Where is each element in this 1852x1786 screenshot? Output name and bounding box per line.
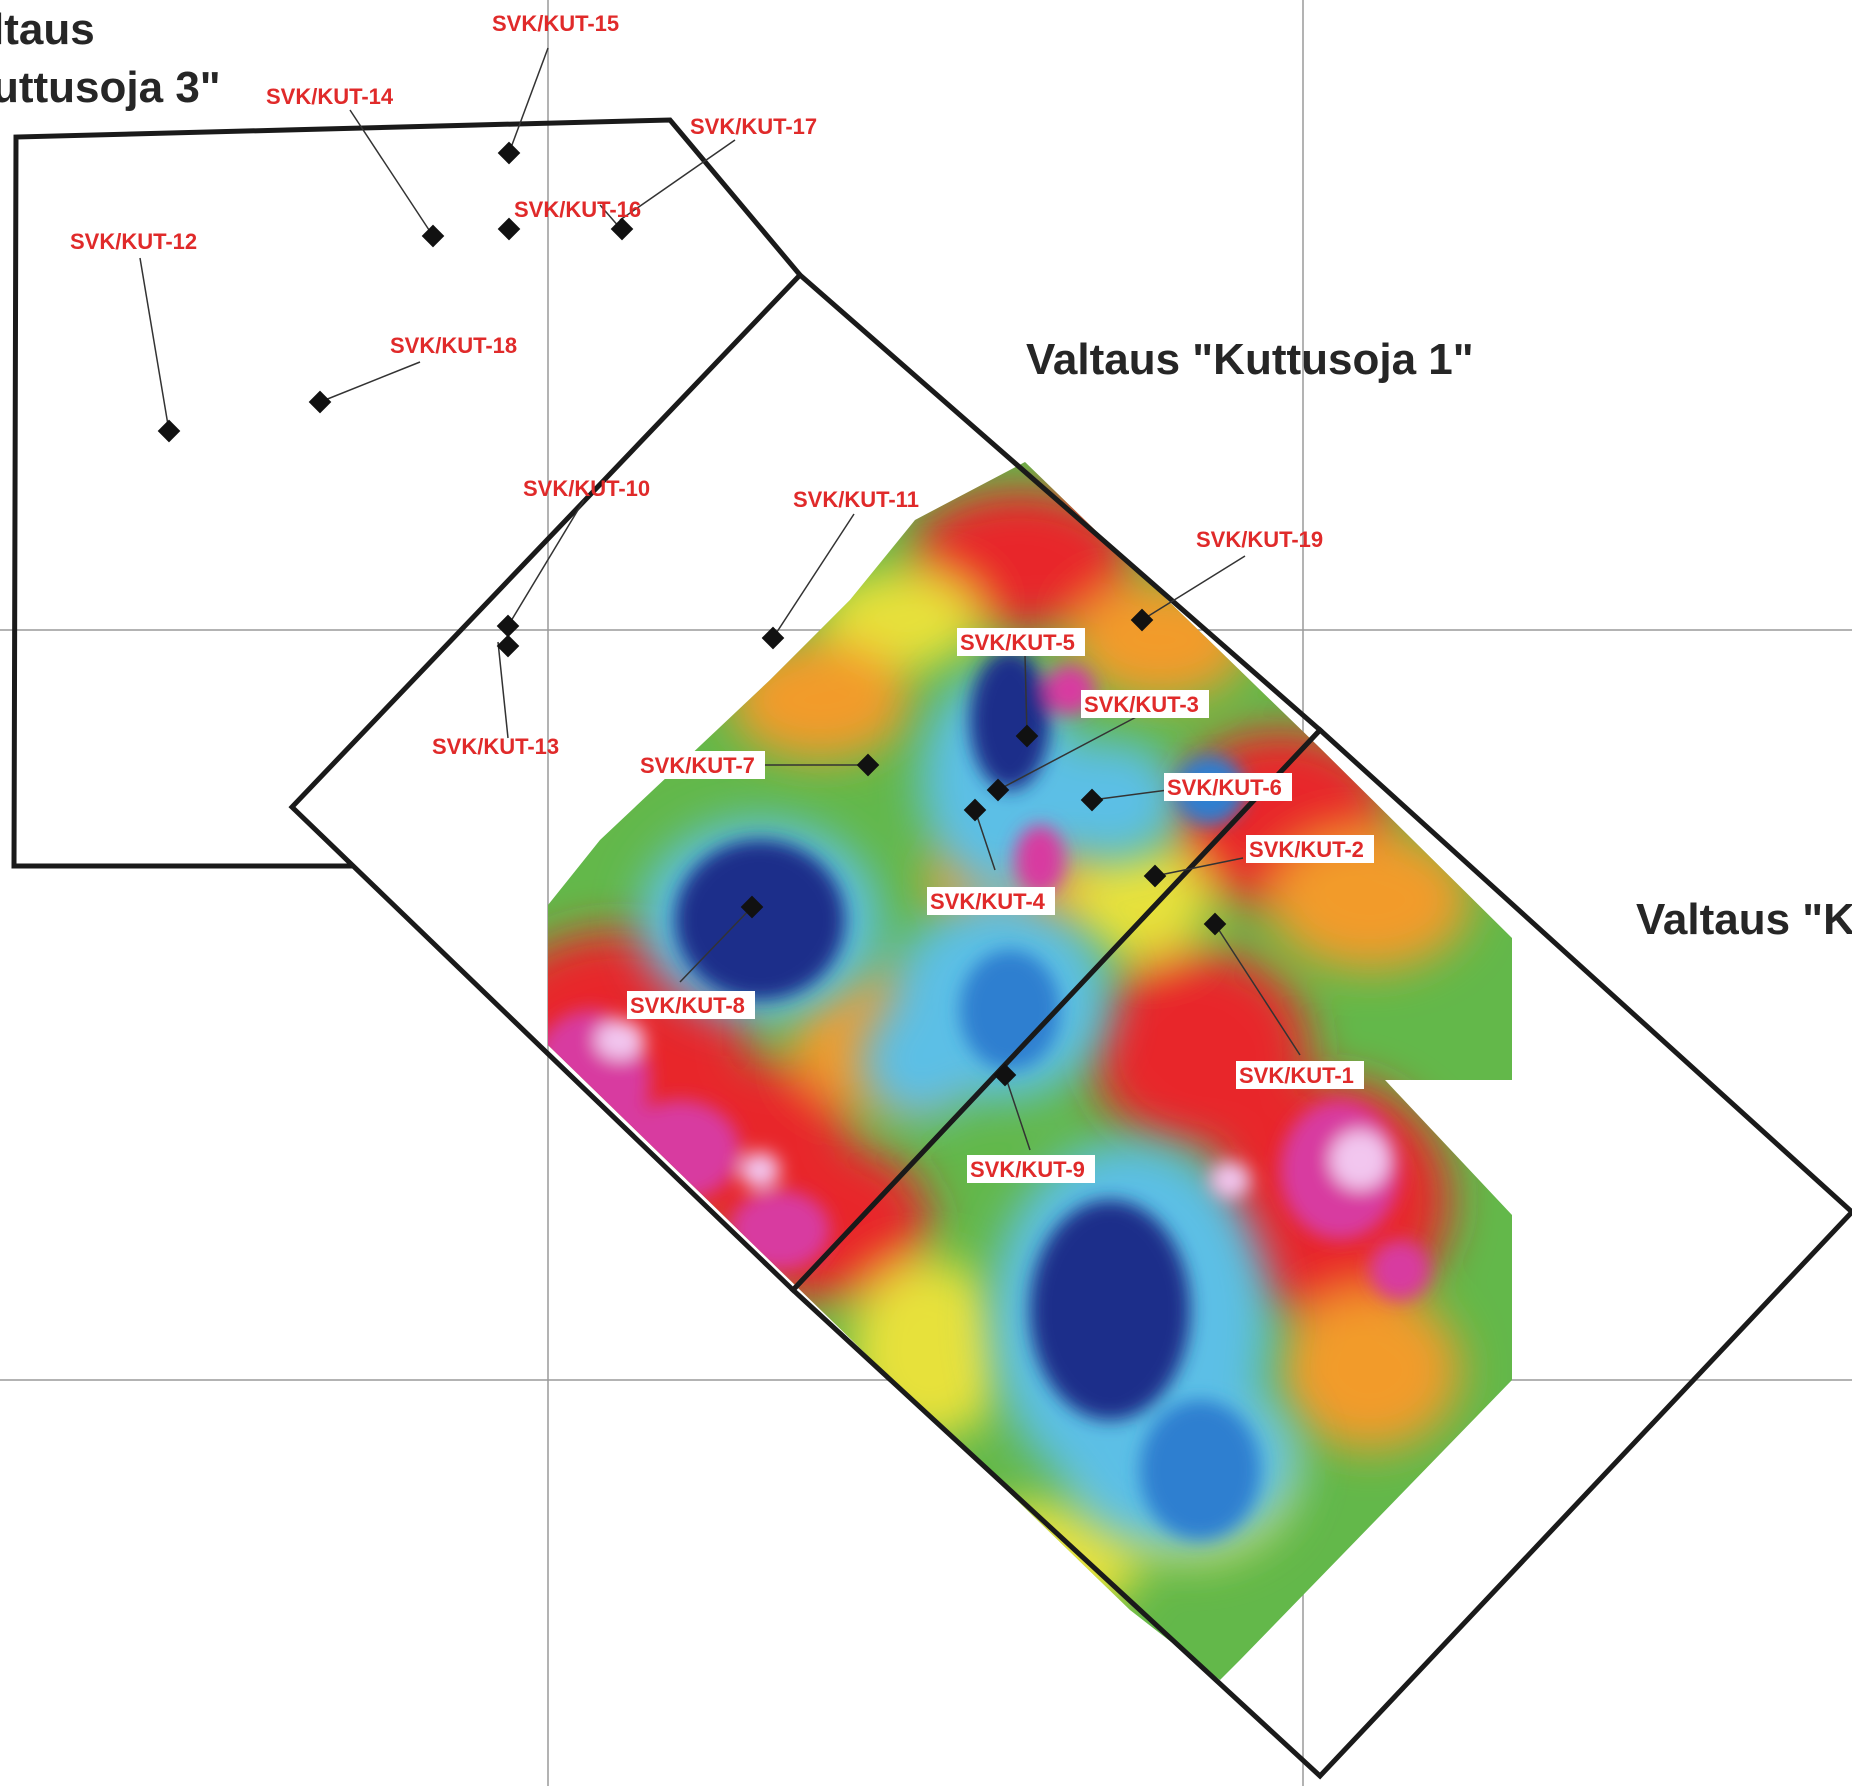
drillhole-label-kut-18[interactable]: SVK/KUT-18 (390, 333, 517, 358)
drillhole-label-kut-16[interactable]: SVK/KUT-16 (514, 197, 641, 222)
drillhole-marker[interactable] (1015, 724, 1039, 748)
drillhole-label-kut-10[interactable]: SVK/KUT-10 (523, 476, 650, 501)
drillhole-label-kut-15[interactable]: SVK/KUT-15 (492, 11, 619, 36)
drillhole-label-kut-7[interactable]: SVK/KUT-7 (640, 753, 755, 778)
drillhole-label-kut-19[interactable]: SVK/KUT-19 (1196, 527, 1323, 552)
claim-title-kuttusoja-3-line2: uttusoja 3" (0, 63, 221, 112)
boundary-kuttusoja-3 (11, 117, 802, 869)
drillhole-marker[interactable] (1143, 864, 1167, 888)
drillhole-label-kut-6[interactable]: SVK/KUT-6 (1167, 775, 1282, 800)
drillhole-label-kut-5[interactable]: SVK/KUT-5 (960, 630, 1075, 655)
drillhole-label-kut-2[interactable]: SVK/KUT-2 (1249, 837, 1364, 862)
drillhole-marker[interactable] (993, 1063, 1017, 1087)
boundary-right-claim (789, 726, 1852, 1780)
drillhole-label-kut-3[interactable]: SVK/KUT-3 (1084, 692, 1199, 717)
drillhole-labels: SVK/KUT-15 SVK/KUT-14 SVK/KUT-17 SVK/KUT… (70, 11, 1364, 1182)
drillhole-label-kut-1[interactable]: SVK/KUT-1 (1239, 1063, 1354, 1088)
drillhole-label-kut-9[interactable]: SVK/KUT-9 (970, 1157, 1085, 1182)
leader-lines (139, 47, 1301, 1151)
claim-titles: ltaus uttusoja 3" Valtaus "Kuttusoja 1" … (0, 5, 1852, 944)
drillhole-marker[interactable] (421, 224, 445, 248)
drillhole-marker[interactable] (496, 614, 520, 638)
drillhole-marker[interactable] (497, 141, 521, 165)
drillhole-marker[interactable] (308, 390, 332, 414)
claim-boundaries (11, 117, 1852, 1780)
drillhole-marker[interactable] (740, 895, 764, 919)
drillhole-label-kut-4[interactable]: SVK/KUT-4 (930, 889, 1046, 914)
drillhole-label-kut-14[interactable]: SVK/KUT-14 (266, 84, 394, 109)
drillhole-marker[interactable] (856, 753, 880, 777)
drillhole-marker[interactable] (761, 626, 785, 650)
claim-title-partial-right: Valtaus "K (1636, 895, 1852, 944)
drillhole-label-kut-13[interactable]: SVK/KUT-13 (432, 734, 559, 759)
drillhole-marker[interactable] (1203, 912, 1227, 936)
drillhole-label-kut-8[interactable]: SVK/KUT-8 (630, 993, 745, 1018)
drillhole-marker[interactable] (1130, 608, 1154, 632)
drillhole-label-kut-17[interactable]: SVK/KUT-17 (690, 114, 817, 139)
label-backgrounds (627, 628, 1374, 1183)
drillhole-marker[interactable] (1080, 788, 1104, 812)
drillhole-label-kut-11[interactable]: SVK/KUT-11 (793, 487, 919, 512)
drillhole-marker[interactable] (963, 798, 987, 822)
drillhole-marker[interactable] (986, 778, 1010, 802)
drillhole-marker[interactable] (496, 634, 520, 658)
claim-title-kuttusoja-3-line1: ltaus (0, 5, 95, 54)
drillhole-marker[interactable] (157, 419, 181, 443)
drillhole-label-kut-12[interactable]: SVK/KUT-12 (70, 229, 197, 254)
claim-title-kuttusoja-1: Valtaus "Kuttusoja 1" (1026, 335, 1474, 384)
